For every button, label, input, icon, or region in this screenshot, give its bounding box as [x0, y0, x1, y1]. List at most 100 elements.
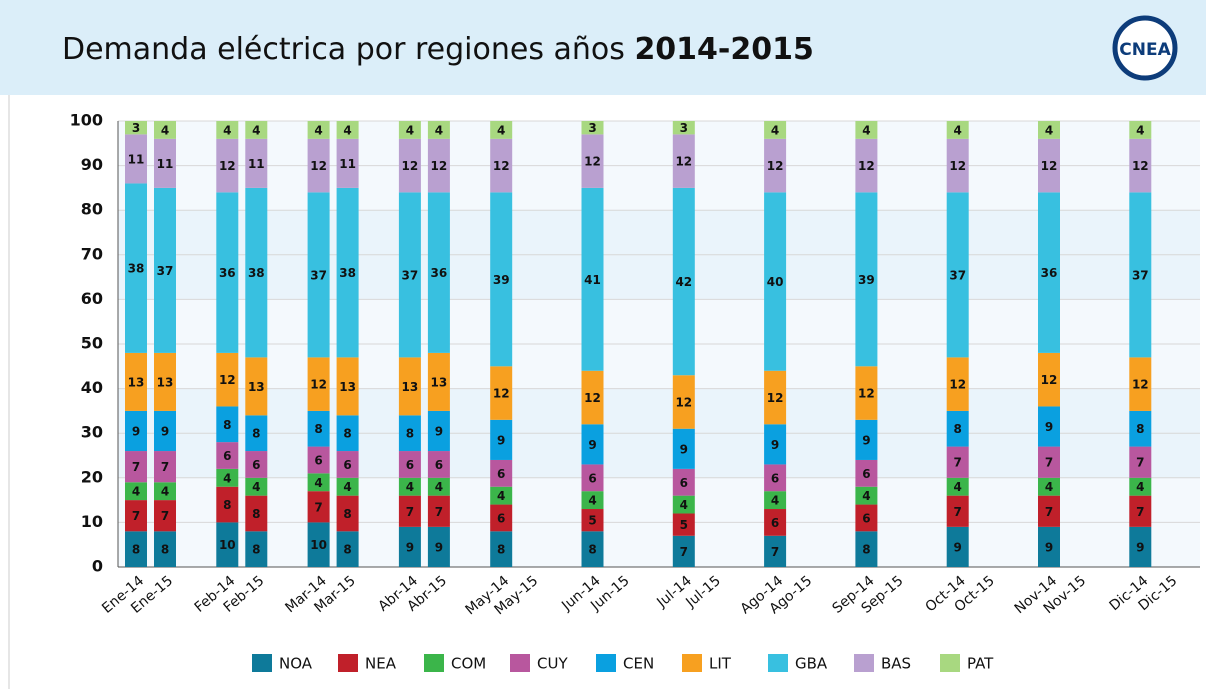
bar-segment — [125, 121, 147, 135]
plot: 0102030405060708090100874791338113874791… — [70, 111, 1200, 673]
bar-segment — [245, 531, 268, 567]
data-label: 12 — [493, 159, 510, 173]
data-label: 6 — [497, 511, 505, 525]
bar-segment — [1038, 192, 1060, 353]
bar-segment — [672, 535, 695, 567]
data-label: 12 — [675, 395, 692, 409]
bar-segment — [398, 121, 421, 139]
data-label: 12 — [858, 159, 875, 173]
bar-segment — [307, 357, 330, 411]
legend-label: COM — [451, 655, 486, 673]
data-label: 4 — [862, 123, 870, 137]
legend-swatch — [854, 654, 874, 672]
y-tick-label: 70 — [81, 244, 103, 263]
bar-segment — [672, 468, 695, 496]
data-label: 39 — [493, 273, 510, 287]
bar-segment — [672, 187, 695, 376]
data-label: 6 — [343, 458, 351, 472]
grid-band — [118, 165, 1200, 211]
data-label: 4 — [252, 123, 260, 137]
legend-label: LIT — [709, 655, 732, 673]
data-label: 9 — [132, 424, 140, 438]
bar-segment — [490, 366, 513, 420]
data-label: 4 — [1045, 480, 1053, 494]
data-label: 4 — [252, 480, 260, 494]
data-label: 4 — [161, 123, 169, 137]
bar-segment — [336, 187, 359, 358]
legend-swatch — [768, 654, 788, 672]
bar-segment — [946, 357, 969, 411]
bar-segment — [1038, 121, 1060, 139]
data-label: 12 — [1041, 373, 1058, 387]
legend-label: CUY — [537, 655, 568, 673]
bar-segment — [764, 535, 787, 567]
data-label: 10 — [219, 538, 236, 552]
data-label: 8 — [588, 543, 596, 557]
data-label: 12 — [310, 159, 327, 173]
grid-band — [118, 388, 1200, 434]
bar-segment — [946, 477, 969, 496]
data-label: 8 — [497, 543, 505, 557]
bar-segment — [216, 468, 239, 487]
bar-segment — [581, 187, 604, 371]
bar-segment — [764, 424, 787, 465]
data-label: 7 — [161, 460, 169, 474]
bar-segment — [581, 531, 604, 567]
data-label: 6 — [497, 467, 505, 481]
bar-segment — [307, 446, 330, 474]
bar-segment — [855, 419, 878, 460]
bar-segment — [427, 138, 450, 193]
bar-segment — [764, 121, 787, 139]
data-label: 9 — [954, 540, 962, 554]
bar-segment — [1038, 406, 1060, 447]
bar-segment — [245, 495, 268, 532]
bar-segment — [427, 121, 450, 139]
data-label: 8 — [161, 543, 169, 557]
bar-segment — [336, 451, 359, 478]
data-label: 13 — [339, 380, 356, 394]
bar-segment — [125, 352, 147, 411]
bar-segment — [245, 415, 268, 452]
data-label: 8 — [314, 422, 322, 436]
bar-segment — [1038, 495, 1060, 527]
logo: CNEA — [1119, 40, 1171, 60]
data-label: 4 — [223, 471, 231, 485]
bar-segment — [125, 134, 147, 184]
bar-segment — [307, 192, 330, 358]
bar-segment — [1129, 138, 1152, 193]
legend-swatch — [510, 654, 530, 672]
data-label: 11 — [339, 157, 356, 171]
data-label: 4 — [771, 494, 779, 508]
bar-segment — [125, 183, 147, 353]
bar-segment — [581, 370, 604, 425]
bar-segment — [125, 531, 147, 567]
bar-segment — [672, 375, 695, 429]
bar-segment — [946, 192, 969, 358]
data-label: 4 — [132, 485, 140, 499]
bar-segment — [490, 138, 513, 193]
data-label: 41 — [584, 273, 601, 287]
y-tick-label: 0 — [92, 557, 103, 576]
data-label: 37 — [1132, 268, 1149, 282]
data-label: 4 — [771, 123, 779, 137]
bar-segment — [427, 526, 450, 567]
bar-segment — [245, 138, 268, 188]
legend-label: NOA — [279, 655, 313, 673]
header — [0, 0, 1206, 95]
bar-segment — [1129, 446, 1152, 478]
data-label: 13 — [128, 375, 145, 389]
data-label: 13 — [157, 375, 174, 389]
bar-segment — [307, 121, 330, 139]
data-label: 12 — [310, 378, 327, 392]
bar-segment — [764, 491, 787, 510]
bar-segment — [490, 121, 513, 139]
data-label: 4 — [497, 123, 505, 137]
data-label: 6 — [252, 458, 260, 472]
grid-band — [118, 433, 1200, 478]
data-label: 6 — [435, 458, 443, 472]
grid-band — [118, 477, 1200, 523]
data-label: 6 — [314, 453, 322, 467]
bar-segment — [581, 121, 604, 135]
bar-segment — [672, 121, 695, 135]
data-label: 6 — [223, 449, 231, 463]
